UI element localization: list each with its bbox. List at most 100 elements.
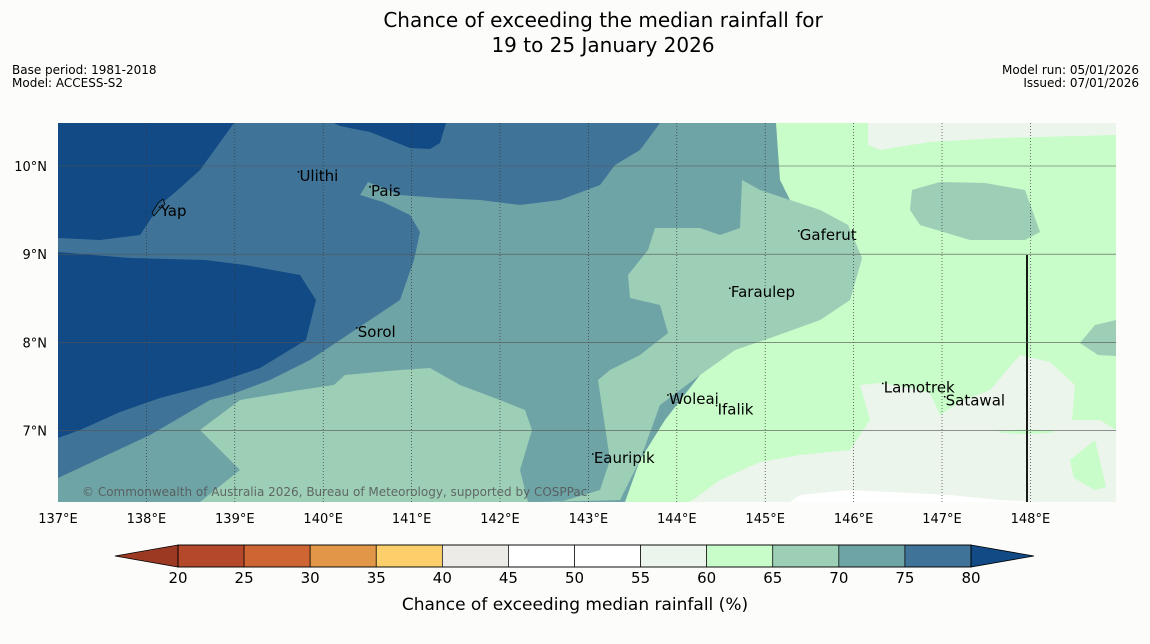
place-label: Ulithi xyxy=(299,167,338,185)
lon-tick-label: 138°E xyxy=(127,512,167,527)
place-label: Ifalik xyxy=(718,401,754,419)
colorbar-band xyxy=(441,544,509,568)
band-65-70-east-edge xyxy=(1080,320,1116,356)
place-dot xyxy=(715,404,718,407)
colorbar-tick-label: 75 xyxy=(895,569,914,587)
colorbar-tick-label: 60 xyxy=(697,569,716,587)
band-65-70 xyxy=(200,123,862,502)
colorbar-bands xyxy=(177,544,972,568)
colorbar-tick-labels: 20 25 30 35 40 45 50 55 60 65 70 75 80 xyxy=(168,569,980,587)
band-45-55-south xyxy=(790,490,1040,502)
colorbar-frame xyxy=(177,544,972,568)
place-label: Yap xyxy=(160,202,187,220)
lon-tick-labels: 137°E 138°E 139°E 140°E 141°E 142°E 143°E 144°E… xyxy=(38,512,1050,527)
colorbar-tick-label: 50 xyxy=(565,569,584,587)
colorbar-tick-label: 55 xyxy=(631,569,650,587)
place-dot xyxy=(728,287,731,290)
model-run: Model run: 05/01/2026 xyxy=(1001,63,1139,77)
band-65-70-east-blob xyxy=(910,182,1040,240)
place-dot xyxy=(297,170,300,173)
lon-tick-label: 148°E xyxy=(1011,512,1051,527)
lon-tick-label: 140°E xyxy=(303,512,343,527)
colorbar-band xyxy=(177,544,245,568)
lon-tick-label: 137°E xyxy=(38,512,78,527)
colorbar-tick-label: 80 xyxy=(961,569,980,587)
probability-contours xyxy=(58,123,1116,502)
place-label: Gaferut xyxy=(800,226,857,244)
yap-island-shape xyxy=(151,198,166,217)
place-label: Faraulep xyxy=(731,283,795,301)
title-line-2: 19 to 25 January 2026 xyxy=(491,33,715,57)
lon-tick-label: 146°E xyxy=(834,512,874,527)
lon-tick-label: 144°E xyxy=(657,512,697,527)
lat-tick-label: 9°N xyxy=(23,248,48,263)
title-line-1: Chance of exceeding the median rainfall … xyxy=(383,8,823,32)
colorbar-band xyxy=(309,544,377,568)
colorbar-over-arrow xyxy=(970,544,1035,568)
lon-tick-label: 141°E xyxy=(392,512,432,527)
lat-tick-label: 8°N xyxy=(23,336,48,351)
place-label: Pais xyxy=(371,182,401,200)
place-dot xyxy=(943,395,946,398)
place-dot xyxy=(355,327,358,329)
colorbar-band xyxy=(904,544,972,568)
place-label: Eauripik xyxy=(594,449,655,467)
colorbar: 20 25 30 35 40 45 50 55 60 65 70 75 80 Chance of exc… xyxy=(114,544,1035,615)
issued-date: Issued: 07/01/2026 xyxy=(1023,76,1139,90)
place-label: Satawal xyxy=(946,392,1005,410)
colorbar-tick-label: 40 xyxy=(433,569,452,587)
place-dot xyxy=(158,206,161,209)
colorbar-tick-label: 65 xyxy=(763,569,782,587)
colorbar-band xyxy=(375,544,443,568)
colorbar-title: Chance of exceeding median rainfall (%) xyxy=(402,595,748,615)
place-label: Sorol xyxy=(358,323,396,341)
colorbar-tick-label: 25 xyxy=(235,569,254,587)
model-name: Model: ACCESS-S2 xyxy=(12,76,124,90)
colorbar-under-arrow xyxy=(114,544,179,568)
lon-tick-label: 147°E xyxy=(922,512,962,527)
colorbar-band xyxy=(574,544,641,568)
map-title: Chance of exceeding the median rainfall … xyxy=(0,8,1150,58)
place-dot xyxy=(591,453,594,455)
colorbar-band xyxy=(508,544,575,568)
model-info: Base period: 1981-2018 Model: ACCESS-S2 xyxy=(12,64,157,90)
place-dot xyxy=(881,382,884,385)
colorbar-tick-label: 70 xyxy=(829,569,848,587)
place-label: Woleai xyxy=(669,390,719,408)
island-markers xyxy=(151,198,166,217)
band-55-60-south xyxy=(690,355,1116,502)
place-dot xyxy=(369,185,371,188)
place-dot xyxy=(667,394,669,396)
colorbar-band xyxy=(706,544,774,568)
graticule-lat xyxy=(58,165,1116,431)
lon-tick-label: 145°E xyxy=(745,512,785,527)
place-labels: Yap Ulithi Pais Gaferut Faraulep Sorol Lamotre… xyxy=(158,167,1005,467)
band-over-80-west xyxy=(58,252,316,438)
colorbar-tick-label: 30 xyxy=(301,569,320,587)
lat-tick-label: 7°N xyxy=(23,425,48,440)
base-period: Base period: 1981-2018 xyxy=(12,63,157,77)
band-55-60-north xyxy=(868,123,1116,150)
graticule-lon xyxy=(146,123,1031,502)
colorbar-band xyxy=(838,544,906,568)
lon-tick-label: 143°E xyxy=(569,512,609,527)
lon-tick-label: 139°E xyxy=(215,512,255,527)
band-60-65-east-patch xyxy=(1070,440,1106,490)
colorbar-band xyxy=(243,544,311,568)
colorbar-band xyxy=(772,544,840,568)
colorbar-tick-label: 35 xyxy=(367,569,386,587)
copyright-notice: © Commonwealth of Australia 2026, Bureau… xyxy=(82,485,587,499)
map-area[interactable]: Yap Ulithi Pais Gaferut Faraulep Sorol Lamotre… xyxy=(58,123,1116,502)
lat-tick-label: 10°N xyxy=(14,160,47,175)
colorbar-tick-label: 20 xyxy=(168,569,187,587)
lat-tick-labels: 10°N 9°N 8°N 7°N xyxy=(14,160,47,440)
colorbar-band xyxy=(640,544,708,568)
band-over-80-north xyxy=(58,123,234,240)
lon-tick-label: 142°E xyxy=(480,512,520,527)
place-dot xyxy=(797,230,800,232)
band-over-80-cap xyxy=(334,123,446,149)
place-label: Lamotrek xyxy=(884,379,955,397)
run-info: Model run: 05/01/2026 Issued: 07/01/2026 xyxy=(1002,64,1139,90)
colorbar-tick-label: 45 xyxy=(499,569,518,587)
